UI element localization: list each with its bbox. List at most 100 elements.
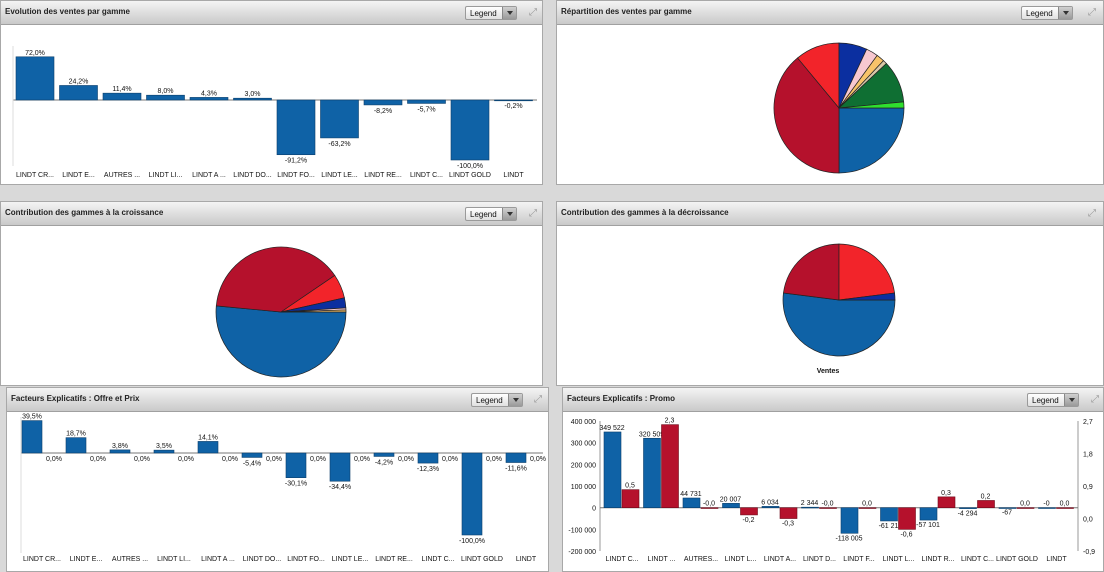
data-label: 0,0% — [442, 456, 458, 463]
pie-slice — [838, 243, 895, 301]
data-label: 0,2 — [981, 493, 991, 500]
data-label: 2 344 — [801, 500, 819, 507]
y-tick-right: 2,7 — [1083, 419, 1093, 426]
legend-dropdown[interactable]: Legend — [1027, 393, 1079, 407]
category-label: LINDT CR... — [16, 172, 54, 179]
bar — [285, 452, 307, 478]
bar — [276, 99, 316, 156]
category-label: LINDT E... — [70, 556, 103, 563]
repartition-pie-chart — [773, 42, 905, 174]
legend-label: Legend — [470, 210, 497, 219]
bar-right — [661, 424, 679, 509]
pie-slice — [280, 309, 347, 313]
bar-left — [919, 507, 938, 521]
category-label: LINDT A ... — [192, 172, 226, 179]
panel-title: Contribution des gammes à la croissance — [5, 208, 164, 217]
promo-bar-chart: 400 000 300 000 200 000 100 000 0 -100 000 -20… — [568, 418, 1095, 563]
data-label: 3,5% — [156, 443, 172, 450]
chevron-down-icon — [502, 7, 516, 19]
data-label: -118 005 — [835, 535, 862, 542]
bar — [241, 452, 263, 458]
y-tick-left: -100 000 — [568, 527, 596, 534]
data-label: 6 034 — [761, 499, 779, 506]
pie-slice — [838, 101, 905, 109]
category-label: LINDT — [1046, 556, 1067, 563]
data-label: 24,2% — [69, 78, 89, 85]
bar-left — [880, 507, 898, 522]
legend-dropdown[interactable]: Legend — [1021, 6, 1073, 20]
legend-label: Legend — [1032, 396, 1059, 405]
expand-icon[interactable]: ⤢ — [534, 394, 542, 405]
expand-icon[interactable]: ⤢ — [1088, 208, 1096, 219]
panel-title: Facteurs Explicatifs : Promo — [567, 394, 676, 403]
bar — [320, 99, 359, 139]
legend-dropdown[interactable]: Legend — [465, 207, 517, 221]
category-label: AUTRES... — [684, 556, 718, 563]
data-label: -0,2 — [742, 517, 754, 524]
category-label: LINDT — [503, 172, 524, 179]
y-tick-left: 400 000 — [571, 419, 596, 426]
data-label: -0,0 — [703, 501, 715, 508]
legend-label: Legend — [470, 9, 497, 18]
panel-header: Répartition des ventes par gamme Legend … — [557, 1, 1103, 25]
y-tick-left: 200 000 — [571, 462, 596, 469]
data-label: -91,2% — [285, 158, 307, 165]
decroissance-pie-chart: Ventes — [782, 243, 896, 375]
panel-header: Facteurs Explicatifs : Promo Legend ⤢ — [563, 388, 1103, 412]
data-label: -63,2% — [328, 141, 350, 148]
bar-right — [779, 507, 798, 519]
data-label: -5,7% — [417, 106, 435, 113]
data-label: 2,3 — [665, 418, 675, 425]
data-label: -100,0% — [457, 163, 483, 170]
category-label: LINDT LE... — [332, 556, 368, 563]
bar — [189, 97, 229, 101]
category-label: LINDT DO... — [233, 172, 271, 179]
panel-header: Contribution des gammes à la décroissanc… — [557, 202, 1103, 226]
expand-icon[interactable]: ⤢ — [529, 7, 537, 18]
legend-dropdown[interactable]: Legend — [471, 393, 523, 407]
data-label: 3,8% — [112, 443, 128, 450]
expand-icon[interactable]: ⤢ — [1091, 394, 1099, 405]
data-label: -0,3 — [782, 521, 794, 528]
panel-header: Facteurs Explicatifs : Offre et Prix Leg… — [7, 388, 548, 412]
pie-slice — [783, 243, 840, 301]
chevron-down-icon — [1064, 394, 1078, 406]
category-label: AUTRES ... — [104, 172, 140, 179]
category-label: LINDT FO... — [277, 172, 315, 179]
data-label: 0,0% — [310, 456, 326, 463]
data-label: 0,0% — [398, 456, 414, 463]
data-label: 0,0% — [486, 456, 502, 463]
expand-icon[interactable]: ⤢ — [1088, 7, 1096, 18]
data-label: -12,3% — [417, 466, 439, 473]
legend-label: Legend — [1026, 9, 1053, 18]
bar — [417, 452, 439, 464]
data-label: -0 — [1043, 501, 1049, 508]
bar — [65, 437, 87, 454]
legend-dropdown[interactable]: Legend — [465, 6, 517, 20]
data-label: 11,4% — [112, 86, 131, 93]
pie-slice — [773, 57, 840, 174]
category-label: LINDT R... — [922, 556, 955, 563]
data-label: 0,3 — [941, 490, 951, 497]
category-label: LINDT L... — [883, 556, 915, 563]
bar-left — [722, 503, 740, 509]
data-label: 72,0% — [25, 50, 45, 57]
data-label: 320 509 — [639, 431, 664, 438]
data-label: 0,0% — [134, 456, 150, 463]
bar — [197, 441, 219, 454]
expand-icon[interactable]: ⤢ — [529, 208, 537, 219]
data-label: 44 731 — [680, 491, 702, 498]
y-tick-right: 0,9 — [1083, 484, 1093, 491]
legend-label: Legend — [476, 396, 503, 405]
bar-right — [740, 507, 758, 516]
data-label: 39,5% — [22, 414, 42, 421]
pie-slice — [215, 305, 347, 378]
category-label: LINDT D... — [803, 556, 836, 563]
category-label: AUTRES ... — [112, 556, 148, 563]
chevron-down-icon — [508, 394, 522, 406]
category-label: LINDT A ... — [201, 556, 235, 563]
data-label: 0,0% — [46, 456, 62, 463]
data-label: 0,0% — [266, 456, 282, 463]
category-label: LINDT GOLD — [461, 556, 503, 563]
category-label: LINDT CR... — [23, 556, 61, 563]
